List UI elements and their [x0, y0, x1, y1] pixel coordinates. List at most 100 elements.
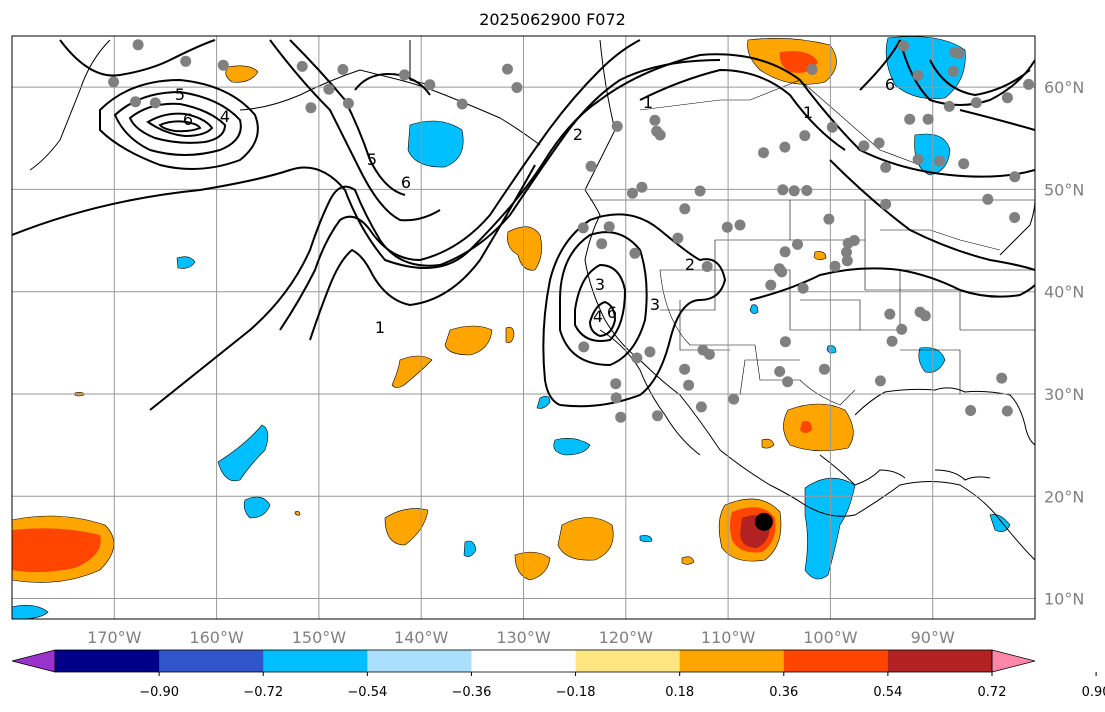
contour-label: 6	[401, 173, 411, 192]
negative-anomaly-area	[463, 540, 477, 557]
storm-center-marker	[754, 512, 773, 531]
positive-anomaly-area	[225, 65, 259, 83]
station-dot	[424, 79, 436, 91]
negative-anomaly-area	[749, 304, 759, 314]
contour-label: 1	[643, 93, 653, 112]
station-dot	[779, 246, 791, 258]
colorbar-segment	[367, 650, 472, 672]
station-dot	[149, 97, 161, 109]
station-dot	[758, 147, 769, 159]
map-border	[11, 35, 1036, 620]
positive-anomaly-area	[761, 438, 775, 449]
positive-anomaly-area	[444, 325, 493, 356]
colorbar-outline	[54, 649, 993, 673]
colorbar-segment	[575, 650, 681, 672]
state-borders	[590, 79, 1035, 406]
station-dot	[922, 113, 934, 125]
colorbar-segment	[471, 650, 577, 672]
contour-label: 6	[885, 75, 895, 94]
positive-anomaly-area	[681, 556, 695, 565]
latitude-tick-label: 10°N	[1044, 590, 1084, 609]
station-dot	[629, 247, 641, 259]
station-dot	[337, 64, 349, 75]
station-dot	[792, 238, 803, 250]
negative-anomaly-area	[553, 438, 591, 456]
latitude-labels: 60°N 50°N 40°N 30°N 20°N 10°N	[1044, 78, 1084, 608]
map-title: 2025062900 F072	[479, 10, 626, 29]
station-dot	[1001, 405, 1013, 417]
colorbar	[11, 649, 1036, 673]
colorbar-segment	[55, 650, 160, 672]
station-dot	[777, 184, 789, 196]
station-dot	[636, 181, 648, 193]
station-dot	[779, 141, 791, 153]
strong-positive-anomaly-area	[12, 528, 101, 573]
colorbar-segment	[783, 650, 889, 672]
positive-anomaly-area	[783, 403, 854, 452]
colorbar-tick-label: 0.36	[769, 685, 798, 700]
station-dot	[858, 140, 870, 152]
station-dot	[874, 375, 886, 387]
station-dot	[779, 336, 791, 348]
longitude-tick-label: 120°W	[599, 628, 654, 647]
colorbar-tick-label: −0.54	[347, 685, 387, 700]
contour-label: 5	[367, 150, 377, 169]
colorbar-low-extend	[11, 649, 56, 673]
station-dot	[848, 235, 860, 246]
station-dot	[697, 344, 709, 356]
negative-anomaly-area	[243, 496, 271, 519]
station-dot	[305, 102, 317, 114]
station-dot	[323, 83, 335, 95]
positive-anomaly-area	[813, 251, 827, 261]
colorbar-labels: −0.90 −0.72 −0.54 −0.36 −0.18 0.18 0.36 0.54 0.7…	[139, 672, 1105, 700]
station-dot	[773, 263, 785, 275]
station-dot	[1009, 171, 1021, 183]
station-dot	[765, 279, 777, 291]
station-dot	[217, 59, 229, 71]
latitude-tick-label: 60°N	[1044, 78, 1084, 97]
station-dot	[970, 97, 982, 109]
station-dot	[679, 203, 691, 215]
station-dot	[649, 114, 661, 126]
station-dot	[502, 63, 513, 75]
longitude-tick-label: 90°W	[911, 628, 955, 647]
longitude-tick-label: 170°W	[87, 628, 142, 647]
station-dot	[788, 185, 800, 197]
station-dot	[511, 82, 523, 93]
positive-anomaly-area	[505, 327, 515, 343]
station-dot	[1009, 212, 1021, 223]
station-dot	[578, 341, 590, 353]
station-dot	[943, 100, 955, 112]
colorbar-segment	[679, 650, 785, 672]
station-dot	[734, 219, 746, 231]
contour-label: 5	[175, 85, 185, 104]
station-dot	[399, 69, 410, 81]
station-dot	[799, 130, 811, 142]
station-dot	[651, 125, 663, 137]
colorbar-segment	[263, 650, 368, 672]
contour-label: 2	[685, 255, 695, 274]
station-dot	[610, 378, 622, 390]
station-dot	[965, 405, 977, 416]
station-dot	[982, 193, 994, 205]
colorbar-tick-label: 0.72	[978, 685, 1007, 700]
station-dot	[880, 198, 892, 210]
contour-label: 3	[650, 295, 660, 314]
station-dot	[996, 372, 1008, 384]
station-dot	[806, 64, 818, 75]
anomaly-contours	[12, 39, 1035, 411]
station-dot	[896, 323, 908, 335]
station-dot	[914, 306, 926, 318]
longitude-labels: 170°W 160°W 150°W 140°W 130°W 120°W 110°W 100°W…	[87, 628, 955, 647]
station-dot	[615, 411, 627, 423]
station-dot	[610, 392, 622, 404]
station-dot	[841, 255, 853, 267]
colorbar-tick-label: 0.18	[665, 685, 694, 700]
station-dot	[695, 401, 707, 413]
station-dot	[1023, 78, 1035, 90]
station-dot	[672, 232, 684, 244]
negative-anomaly-area	[407, 120, 464, 168]
colorbar-tick-label: 0.90	[1082, 685, 1105, 700]
